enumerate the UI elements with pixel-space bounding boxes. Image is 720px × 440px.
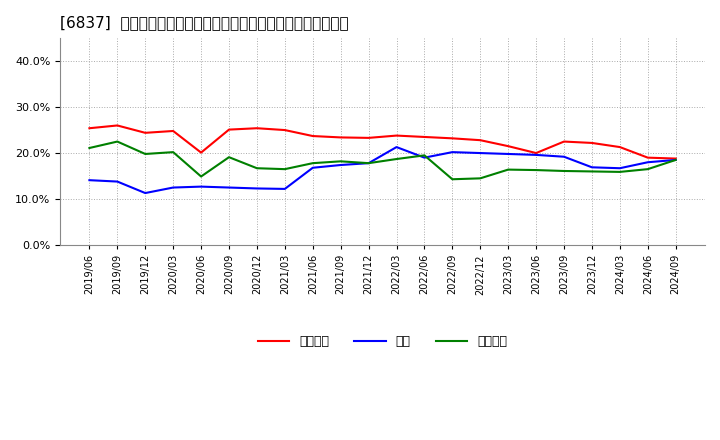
- 買入債務: [113, 139, 122, 144]
- 買入債務: [559, 169, 568, 174]
- 買入債務: [169, 150, 178, 155]
- 売上債権: [85, 125, 94, 131]
- 買入債務: [671, 158, 680, 163]
- 買入債務: [588, 169, 596, 174]
- 売上債権: [420, 134, 428, 139]
- 在庫: [420, 155, 428, 160]
- 買入債務: [504, 167, 513, 172]
- 売上債権: [532, 150, 541, 156]
- 在庫: [448, 150, 456, 155]
- 売上債権: [308, 133, 317, 139]
- 売上債権: [281, 128, 289, 133]
- 売上債権: [559, 139, 568, 144]
- 買入債務: [336, 159, 345, 164]
- 在庫: [141, 191, 150, 196]
- 買入債務: [364, 161, 373, 166]
- 在庫: [85, 177, 94, 183]
- 在庫: [197, 184, 205, 189]
- 売上債権: [448, 136, 456, 141]
- 買入債務: [197, 174, 205, 179]
- 在庫: [308, 165, 317, 170]
- 買入債務: [281, 166, 289, 172]
- 買入債務: [616, 169, 624, 175]
- 在庫: [392, 144, 401, 150]
- 在庫: [169, 185, 178, 190]
- 在庫: [644, 160, 652, 165]
- Legend: 売上債権, 在庫, 買入債務: 売上債権, 在庫, 買入債務: [253, 330, 512, 353]
- 買入債務: [532, 168, 541, 173]
- 在庫: [671, 158, 680, 163]
- 売上債権: [392, 133, 401, 138]
- 買入債務: [644, 166, 652, 172]
- 売上債権: [169, 128, 178, 134]
- Line: 売上債権: 売上債権: [89, 125, 675, 158]
- 売上債権: [141, 130, 150, 136]
- 売上債権: [253, 125, 261, 131]
- 在庫: [364, 161, 373, 166]
- 売上債権: [671, 156, 680, 161]
- 売上債権: [225, 127, 233, 132]
- 買入債務: [420, 153, 428, 158]
- 在庫: [336, 162, 345, 168]
- 買入債務: [476, 176, 485, 181]
- 在庫: [225, 185, 233, 190]
- 売上債権: [588, 140, 596, 146]
- 在庫: [588, 165, 596, 170]
- 売上債権: [336, 135, 345, 140]
- 買入債務: [225, 154, 233, 160]
- 買入債務: [448, 176, 456, 182]
- 売上債権: [504, 143, 513, 149]
- 在庫: [504, 151, 513, 157]
- 買入債務: [253, 165, 261, 171]
- 売上債権: [113, 123, 122, 128]
- Text: [6837]  売上債権、在庫、買入債務の総資産に対する比率の推移: [6837] 売上債権、在庫、買入債務の総資産に対する比率の推移: [60, 15, 348, 30]
- 買入債務: [85, 145, 94, 150]
- 売上債権: [616, 144, 624, 150]
- 買入債務: [308, 161, 317, 166]
- 在庫: [559, 154, 568, 159]
- 在庫: [281, 186, 289, 191]
- 在庫: [532, 152, 541, 158]
- 売上債権: [197, 150, 205, 155]
- 売上債権: [364, 135, 373, 140]
- 買入債務: [141, 151, 150, 157]
- 売上債権: [644, 155, 652, 160]
- 在庫: [476, 150, 485, 156]
- 在庫: [616, 165, 624, 171]
- Line: 在庫: 在庫: [89, 147, 675, 193]
- 在庫: [113, 179, 122, 184]
- 買入債務: [392, 156, 401, 161]
- Line: 買入債務: 買入債務: [89, 142, 675, 179]
- 在庫: [253, 186, 261, 191]
- 売上債権: [476, 138, 485, 143]
